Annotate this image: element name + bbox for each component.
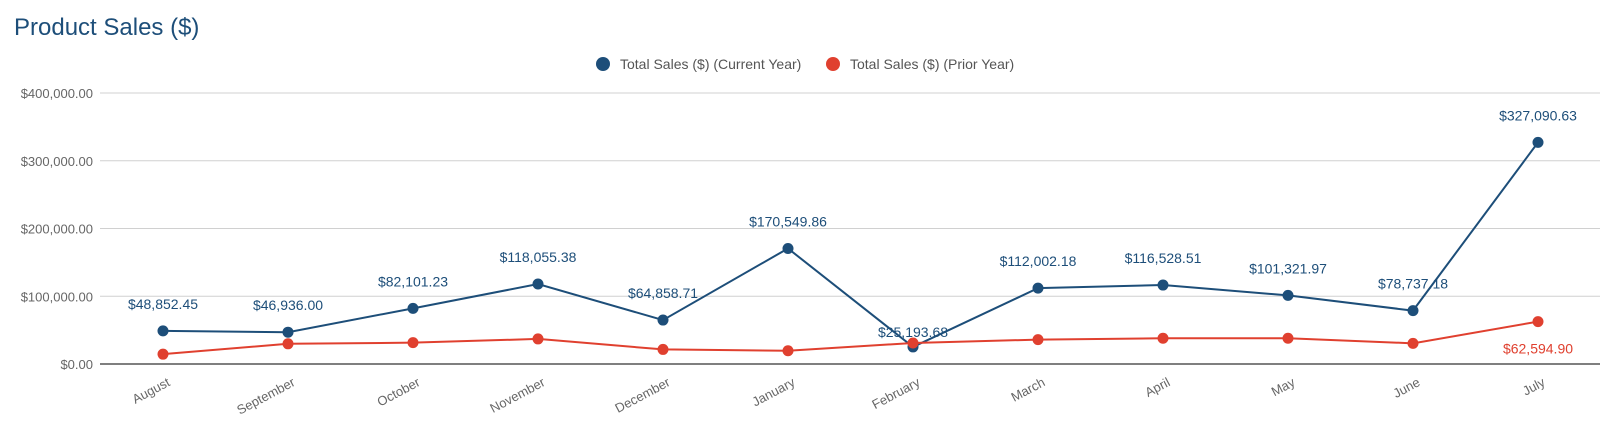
data-label: $82,101.23: [378, 273, 448, 289]
x-tick-label: December: [612, 374, 673, 416]
data-label: $25,193.68: [878, 324, 948, 340]
data-label: $62,594.90: [1503, 341, 1573, 357]
x-tick-label: November: [487, 374, 548, 416]
x-axis: August September October November December Ja…: [130, 374, 1548, 417]
data-label: $118,055.38: [500, 249, 577, 265]
y-tick-label: $0.00: [60, 357, 93, 372]
series-points: [157, 136, 1544, 360]
y-tick-label: $200,000.00: [21, 222, 93, 237]
y-axis: $0.00 $100,000.00 $200,000.00 $300,000.00 $4…: [21, 86, 93, 372]
data-label: $116,528.51: [1125, 250, 1202, 266]
data-point: [532, 333, 544, 345]
x-tick-label: October: [375, 374, 423, 409]
data-label: $112,002.18: [1000, 253, 1077, 269]
data-point: [1157, 279, 1169, 291]
y-tick-label: $100,000.00: [21, 289, 93, 304]
series-line: [162, 141, 1539, 349]
data-label: $327,090.63: [1499, 107, 1577, 123]
grid-lines: [100, 92, 1600, 365]
data-label: $48,852.45: [128, 296, 198, 312]
data-point: [532, 278, 544, 290]
data-label: $46,936.00: [253, 297, 323, 313]
series-line: [162, 320, 1539, 356]
x-tick-label: June: [1390, 374, 1422, 400]
data-point: [407, 337, 419, 349]
data-label: $170,549.86: [749, 213, 827, 229]
data-point: [157, 348, 169, 360]
data-point: [782, 242, 794, 254]
data-label: $78,737.18: [1378, 276, 1448, 292]
chart-title: Product Sales ($): [14, 14, 200, 41]
x-tick-label: July: [1520, 374, 1548, 398]
legend-marker: [826, 57, 840, 71]
legend-label: Total Sales ($) (Current Year): [620, 56, 801, 72]
x-tick-label: March: [1008, 374, 1047, 404]
x-tick-label: January: [750, 374, 798, 409]
data-point: [1407, 305, 1419, 317]
legend-label: Total Sales ($) (Prior Year): [850, 56, 1014, 72]
x-tick-label: September: [234, 374, 298, 417]
data-label: $101,321.97: [1249, 260, 1327, 276]
data-point: [157, 325, 169, 337]
x-tick-label: February: [869, 374, 922, 412]
data-point: [1282, 332, 1294, 344]
data-point: [657, 314, 669, 326]
data-point: [1407, 337, 1419, 349]
data-point: [907, 337, 919, 349]
data-labels: $48,852.45 $46,936.00 $82,101.23 $118,055.3…: [128, 107, 1577, 356]
x-tick-label: May: [1269, 374, 1298, 399]
y-tick-label: $400,000.00: [21, 86, 93, 101]
data-point: [1532, 136, 1544, 148]
data-point: [657, 343, 669, 355]
data-point: [407, 302, 419, 314]
data-point: [1032, 282, 1044, 294]
series-lines: [162, 141, 1539, 356]
x-tick-label: April: [1142, 374, 1172, 400]
data-point: [1532, 316, 1544, 328]
data-point: [282, 338, 294, 350]
data-point: [1157, 332, 1169, 344]
data-point: [1032, 334, 1044, 346]
legend: Total Sales ($) (Current Year) Total Sale…: [596, 56, 1014, 72]
x-tick-label: August: [130, 374, 173, 406]
data-point: [782, 345, 794, 357]
data-point: [282, 326, 294, 338]
legend-marker: [596, 57, 610, 71]
data-label: $64,858.71: [628, 285, 698, 301]
data-point: [1282, 289, 1294, 301]
y-tick-label: $300,000.00: [21, 154, 93, 169]
